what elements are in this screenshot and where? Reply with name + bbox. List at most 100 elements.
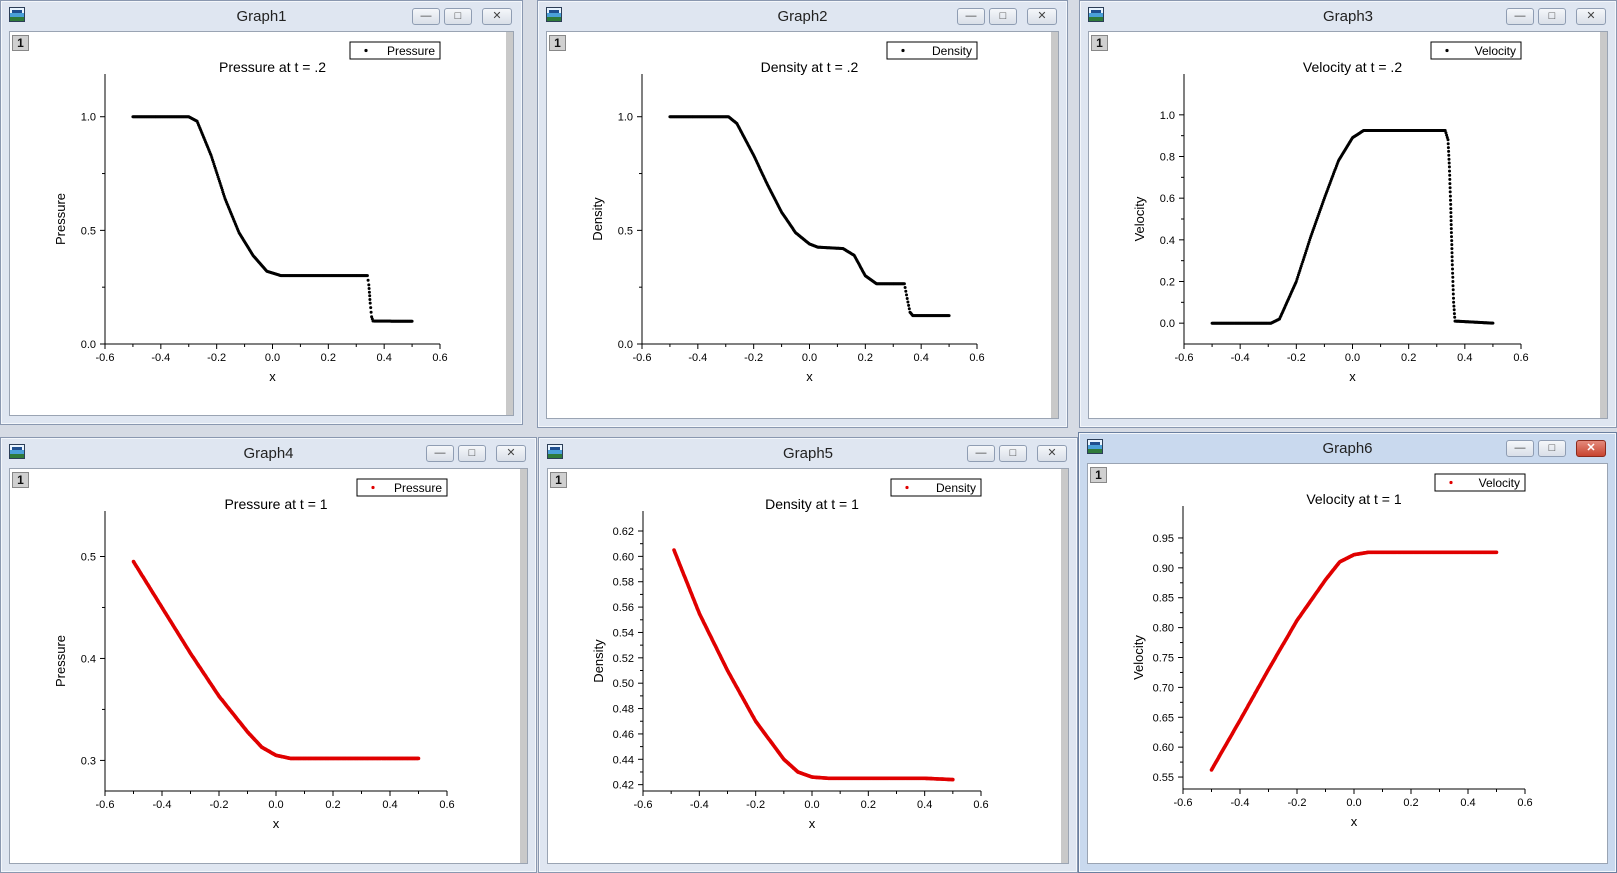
window-title: Graph6 [1322,440,1373,457]
data-series [131,559,421,761]
graph-page[interactable]: 1 -0.6 -0.4 -0.2 0.0 0.2 0.4 0.6 0.55 0.60 0.65 0.7… [1087,463,1608,864]
window-titlebar[interactable]: Graph1 — □ ✕ [1,1,522,31]
layer-1-button[interactable]: 1 [549,35,566,51]
maximize-button[interactable]: □ [458,445,486,462]
close-button[interactable]: ✕ [1037,445,1067,462]
graph-page[interactable]: 1 -0.6 -0.4 -0.2 0.0 0.2 0.4 0.6 0.0 0.5 1.0 Pressu… [9,31,514,416]
data-point [367,283,371,287]
legend-marker [1449,480,1453,485]
legend[interactable]: Density [890,478,982,497]
legend-label: Density [932,44,972,58]
data-point [1449,231,1453,235]
graph-window[interactable]: Graph5 — □ ✕ 1 -0.6 -0.4 -0.2 0.0 0.2 0.4 0.6 0.42 0.… [538,437,1078,873]
x-tick-label: -0.2 [1288,797,1307,809]
y-axis-label: Velocity [1132,196,1147,241]
legend[interactable]: Pressure [356,478,448,497]
layer-1-button[interactable]: 1 [550,472,567,488]
data-point [1443,129,1447,132]
x-tick-label: -0.4 [1231,797,1250,809]
window-titlebar[interactable]: Graph2 — □ ✕ [538,1,1067,31]
legend-marker [901,48,905,53]
x-tick-label: -0.6 [1175,352,1194,364]
x-tick-label: 0.6 [973,799,988,811]
minimize-button[interactable]: — [1506,440,1534,457]
graph-window[interactable]: Graph2 — □ ✕ 1 -0.6 -0.4 -0.2 0.0 0.2 0.4 0.6 0.0 0.5… [537,0,1068,428]
window-titlebar[interactable]: Graph4 — □ ✕ [1,438,536,468]
x-tick-label: -0.4 [153,799,172,811]
window-titlebar[interactable]: Graph5 — □ ✕ [539,438,1077,468]
data-series [131,115,414,323]
minimize-button[interactable]: — [412,8,440,25]
y-tick-label: 0.2 [1160,277,1175,289]
x-tick-label: 0.2 [325,799,340,811]
scrollbar-strip[interactable] [520,469,527,863]
data-point [1450,251,1454,255]
graph-window[interactable]: Graph3 — □ ✕ 1 -0.6 -0.4 -0.2 0.0 0.2 0.4 0.6 0.0 0.2… [1079,0,1617,428]
close-button[interactable]: ✕ [496,445,526,462]
layer-1-button[interactable]: 1 [12,35,29,51]
minimize-button[interactable]: — [426,445,454,462]
window-titlebar[interactable]: Graph3 — □ ✕ [1080,1,1616,31]
scrollbar-strip[interactable] [1051,32,1058,418]
legend[interactable]: Density [886,41,978,60]
close-button[interactable]: ✕ [482,8,512,25]
data-point [1450,263,1454,267]
graph-page[interactable]: 1 -0.6 -0.4 -0.2 0.0 0.2 0.4 0.6 0.0 0.2 0.4 0.6 0.8… [1088,31,1608,419]
maximize-button[interactable]: □ [444,8,472,25]
origin-graph-icon[interactable] [9,444,25,459]
y-tick-label: 0.60 [613,551,634,563]
minimize-button[interactable]: — [957,8,985,25]
layer-1-button[interactable]: 1 [1090,467,1107,483]
data-point [1446,146,1450,150]
data-point [1448,186,1452,190]
window-titlebar[interactable]: Graph6 — □ ✕ [1079,433,1616,463]
close-button[interactable]: ✕ [1576,440,1606,457]
close-button[interactable]: ✕ [1027,8,1057,25]
y-tick-label: 0.50 [613,678,634,690]
legend[interactable]: Velocity [1434,473,1526,492]
data-point [368,298,372,301]
close-button[interactable]: ✕ [1576,8,1606,25]
minimize-button[interactable]: — [967,445,995,462]
minimize-button[interactable]: — [1506,8,1534,25]
graph-page[interactable]: 1 -0.6 -0.4 -0.2 0.0 0.2 0.4 0.6 0.0 0.5 1.0 Densit… [546,31,1059,419]
layer-1-button[interactable]: 1 [1091,35,1108,51]
y-tick-label: 0.5 [81,551,96,563]
x-tick-label: -0.6 [96,352,115,364]
y-tick-label: 0.62 [613,526,634,538]
graph-window[interactable]: Graph1 — □ ✕ 1 -0.6 -0.4 -0.2 0.0 0.2 0.4 0.6 0.0 0.5… [0,0,523,425]
origin-graph-icon[interactable] [9,7,25,22]
data-point [1447,157,1451,161]
origin-graph-icon[interactable] [547,444,563,459]
origin-graph-icon[interactable] [1088,7,1104,22]
data-point [1448,182,1452,186]
y-tick-label: 0.52 [613,653,634,665]
data-point [369,310,373,314]
data-point [1452,300,1456,304]
graph-page[interactable]: 1 -0.6 -0.4 -0.2 0.0 0.2 0.4 0.6 0.3 0.4 0.5 Pressu… [9,468,528,864]
origin-graph-icon[interactable] [546,7,562,22]
layer-1-button[interactable]: 1 [12,472,29,488]
data-point [1447,149,1451,153]
x-tick-label: -0.6 [96,799,115,811]
graph-window[interactable]: Graph4 — □ ✕ 1 -0.6 -0.4 -0.2 0.0 0.2 0.4 0.6 0.3 0.4… [0,437,537,873]
scrollbar-strip[interactable] [506,32,513,415]
maximize-button[interactable]: □ [999,445,1027,462]
y-axis-label: Pressure [53,193,68,245]
origin-graph-icon[interactable] [1087,439,1103,454]
scrollbar-strip[interactable] [1600,32,1607,418]
maximize-button[interactable]: □ [1538,8,1566,25]
scrollbar-strip[interactable] [1061,469,1068,863]
legend[interactable]: Pressure [349,41,441,60]
graph-page[interactable]: 1 -0.6 -0.4 -0.2 0.0 0.2 0.4 0.6 0.42 0.44 0.46 0.4… [547,468,1069,864]
legend-marker [364,48,368,53]
maximize-button[interactable]: □ [1538,440,1566,457]
data-point [1447,165,1451,169]
y-tick-label: 0.6 [1160,193,1175,205]
maximize-button[interactable]: □ [989,8,1017,25]
legend[interactable]: Velocity [1430,41,1522,60]
y-axis-label: Density [590,197,605,241]
data-point [1451,292,1455,296]
y-tick-label: 0.85 [1153,593,1174,605]
graph-window[interactable]: Graph6 — □ ✕ 1 -0.6 -0.4 -0.2 0.0 0.2 0.4 0.6 0.55 0.… [1078,432,1617,873]
